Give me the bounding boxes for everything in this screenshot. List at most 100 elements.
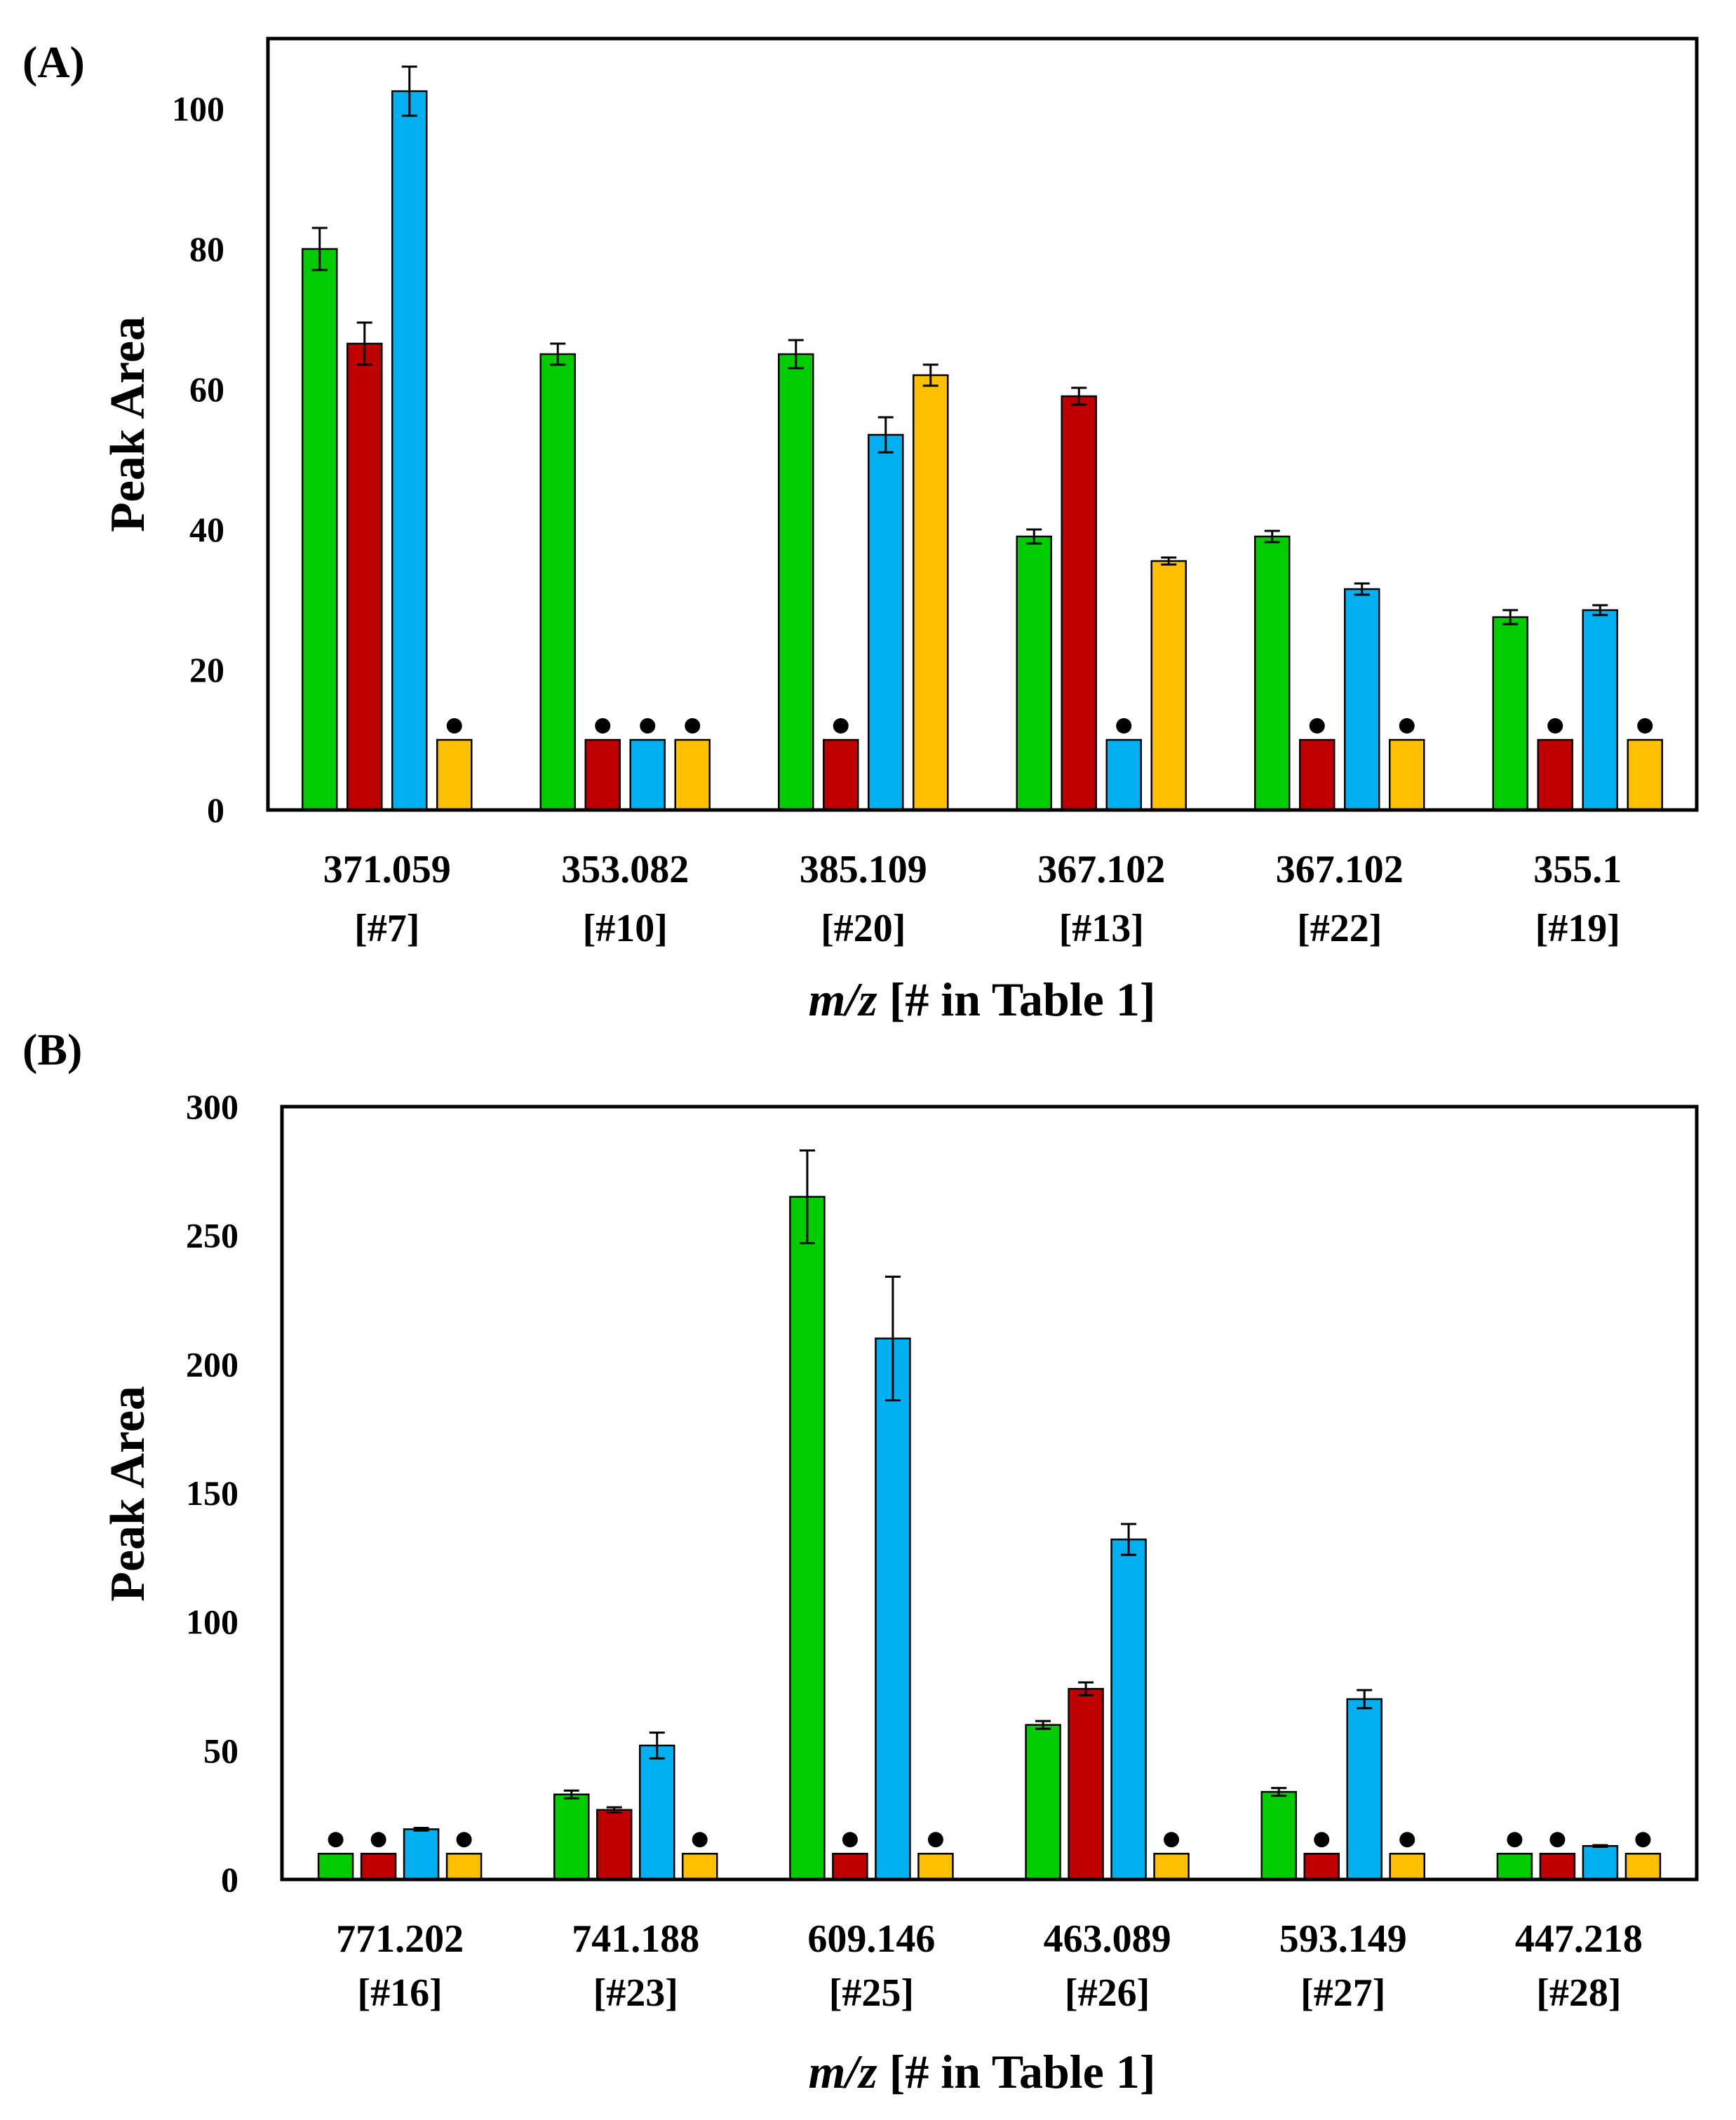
bar-orange	[682, 1853, 718, 1881]
x-tick-label-mz: 385.109	[800, 848, 927, 891]
panel-label: (B)	[22, 1025, 82, 1074]
x-tick-label-id: [#23]	[593, 1971, 678, 2015]
bar-orange	[1389, 1853, 1425, 1881]
not-detected-marker	[1164, 1832, 1180, 1848]
y-tick-label: 200	[186, 1344, 238, 1384]
bar-red	[596, 1809, 633, 1881]
x-tick-label-mz: 609.146	[807, 1917, 935, 1961]
not-detected-marker	[456, 1832, 472, 1848]
y-tick-label: 150	[186, 1473, 238, 1513]
not-detected-marker	[1635, 1832, 1651, 1848]
x-tick-label-mz: 355.1	[1533, 848, 1622, 891]
x-tick-label-id: [#25]	[829, 1971, 914, 2015]
y-tick-label: 60	[189, 370, 224, 409]
y-tick-label: 250	[186, 1216, 238, 1255]
x-tick-label-mz: 353.082	[561, 848, 689, 891]
y-tick-label: 0	[221, 1860, 238, 1899]
bar-blue	[1346, 1698, 1382, 1881]
x-tick-label-mz: 371.059	[323, 848, 451, 891]
x-tick-label-mz: 593.149	[1279, 1917, 1407, 1961]
not-detected-marker	[595, 718, 611, 734]
x-tick-label-id: [#10]	[583, 907, 668, 950]
bar-green	[1025, 1724, 1061, 1881]
x-tick-label-id: [#27]	[1300, 1971, 1385, 2015]
bar-green	[1254, 535, 1291, 811]
bar-green	[553, 1793, 590, 1881]
bar-blue	[875, 1337, 911, 1881]
bar-orange	[674, 738, 711, 811]
not-detected-marker	[1314, 1832, 1330, 1848]
bar-blue	[391, 90, 428, 811]
bar-orange	[1389, 738, 1425, 811]
bar-orange	[1624, 1853, 1662, 1881]
y-tick-label: 100	[186, 1602, 238, 1642]
bar-blue	[868, 433, 904, 811]
not-detected-marker	[640, 718, 656, 734]
bar-orange	[445, 1853, 483, 1881]
not-detected-marker	[1507, 1832, 1523, 1848]
not-detected-marker	[692, 1832, 708, 1848]
bar-orange	[1153, 1853, 1190, 1881]
not-detected-marker	[1309, 718, 1325, 734]
not-detected-marker	[370, 1832, 386, 1848]
panel-label: (A)	[22, 37, 85, 87]
bar-blue	[1582, 609, 1618, 811]
y-tick-label: 300	[186, 1087, 238, 1126]
bar-red	[832, 1853, 868, 1881]
bar-red	[584, 738, 621, 811]
x-axis-label-italic: m/z	[808, 973, 889, 1026]
bar-red	[1539, 1853, 1576, 1881]
x-tick-label-id: [#13]	[1059, 907, 1144, 950]
not-detected-marker	[927, 1832, 943, 1848]
not-detected-marker	[833, 718, 849, 734]
not-detected-marker	[446, 718, 462, 734]
y-tick-label: 50	[203, 1731, 238, 1770]
bar-red	[823, 738, 859, 811]
x-axis-label-rest: [# in Table 1]	[889, 2045, 1156, 2098]
bar-red	[1061, 395, 1097, 811]
y-tick-label: 0	[207, 790, 224, 830]
x-axis-label-italic: m/z	[808, 2045, 889, 2098]
bar-green	[1016, 535, 1052, 811]
y-tick-label: 20	[189, 650, 224, 689]
x-axis-label-rest: [# in Table 1]	[889, 973, 1156, 1026]
x-tick-label-mz: 463.089	[1044, 1917, 1171, 1961]
bar-green	[539, 353, 576, 811]
x-tick-label-mz: 771.202	[336, 1917, 464, 1961]
panel-b: (B) 0 50 100 150 200 250 300 Peak Area 771.202 [#1…	[22, 1025, 1699, 2098]
not-detected-marker	[1637, 718, 1653, 734]
bar-green	[1260, 1790, 1297, 1881]
bar-blue	[403, 1828, 440, 1881]
bar-orange	[913, 374, 949, 811]
bar-red	[1537, 738, 1573, 811]
y-tick-label: 40	[189, 510, 224, 549]
x-axis-label: m/z [# in Table 1]	[808, 973, 1155, 1026]
bar-orange	[917, 1853, 954, 1881]
x-tick-label-id: [#16]	[357, 1971, 442, 2015]
x-tick-label-id: [#26]	[1065, 1971, 1150, 2015]
bar-blue	[1344, 588, 1380, 811]
bar-green	[1492, 616, 1528, 811]
bar-red	[1303, 1853, 1340, 1881]
bar-green	[317, 1853, 354, 1881]
x-tick-label-mz: 741.188	[572, 1917, 699, 1961]
plot-frame	[266, 36, 1699, 812]
y-tick-label: 80	[189, 229, 224, 269]
bar-red	[346, 342, 383, 811]
x-tick-label-id: [#7]	[354, 907, 419, 950]
bar-orange	[1627, 738, 1663, 811]
bar-orange	[1150, 560, 1187, 811]
not-detected-marker	[842, 1832, 858, 1848]
y-tick-label: 100	[172, 89, 224, 128]
bar-green	[789, 1196, 826, 1881]
bar-blue	[629, 738, 666, 811]
x-tick-label-id: [#22]	[1297, 907, 1382, 950]
not-detected-marker	[1116, 718, 1132, 734]
bar-blue	[1105, 738, 1142, 811]
bar-red	[1068, 1687, 1104, 1881]
not-detected-marker	[328, 1832, 344, 1848]
x-tick-label-id: [#28]	[1536, 1971, 1621, 2015]
bar-blue	[1110, 1538, 1147, 1881]
bar-red	[360, 1853, 397, 1881]
